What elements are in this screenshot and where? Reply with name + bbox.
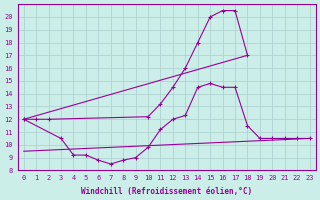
X-axis label: Windchill (Refroidissement éolien,°C): Windchill (Refroidissement éolien,°C) (81, 187, 252, 196)
